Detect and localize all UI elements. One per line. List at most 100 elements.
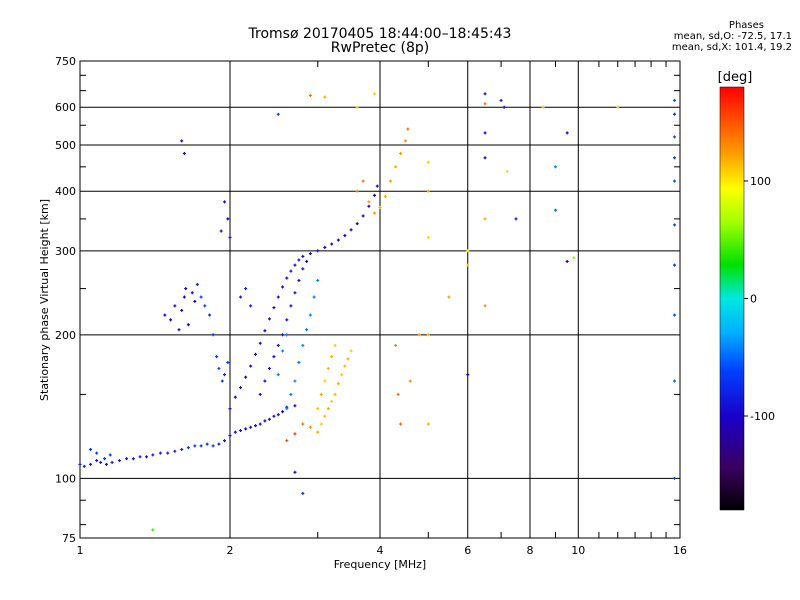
- data-point: [145, 455, 149, 459]
- data-point: [253, 424, 257, 428]
- data-point: [267, 317, 271, 321]
- data-point: [483, 92, 487, 96]
- x-tick-label: 6: [464, 544, 471, 557]
- data-point: [333, 343, 337, 347]
- data-point: [301, 343, 305, 347]
- data-point: [95, 451, 99, 455]
- data-point: [186, 446, 190, 450]
- data-point: [223, 373, 227, 377]
- data-point: [316, 278, 320, 282]
- data-point: [289, 392, 293, 396]
- data-point: [272, 414, 276, 418]
- data-point: [316, 249, 320, 253]
- data-point: [220, 379, 224, 383]
- data-point: [565, 131, 569, 135]
- data-point: [151, 528, 155, 532]
- data-point: [104, 462, 108, 466]
- data-point: [355, 222, 359, 226]
- data-point: [323, 379, 327, 383]
- data-point: [249, 425, 253, 429]
- data-point: [466, 263, 470, 267]
- data-point: [215, 355, 219, 359]
- data-point: [483, 304, 487, 308]
- data-point: [199, 295, 203, 299]
- data-point: [330, 355, 334, 359]
- data-point: [673, 476, 677, 480]
- y-tick-label: 75: [62, 532, 76, 545]
- data-point: [301, 254, 305, 258]
- data-point: [239, 429, 243, 433]
- data-point: [301, 267, 305, 271]
- data-point: [319, 422, 323, 426]
- data-point: [180, 308, 184, 312]
- data-point: [239, 386, 243, 390]
- data-point: [355, 105, 359, 109]
- data-point: [82, 464, 86, 468]
- data-point: [673, 263, 677, 267]
- data-point: [483, 131, 487, 135]
- data-point: [349, 228, 353, 232]
- data-point: [99, 460, 103, 464]
- data-point: [297, 258, 301, 262]
- data-point: [272, 306, 276, 310]
- data-point: [184, 287, 188, 291]
- data-point: [208, 313, 212, 317]
- data-point: [293, 432, 297, 436]
- data-point: [276, 373, 280, 377]
- x-tick-label: 1: [77, 544, 84, 557]
- data-point: [483, 156, 487, 160]
- data-point: [217, 366, 221, 370]
- data-point: [293, 291, 297, 295]
- data-point: [233, 430, 237, 434]
- data-point: [281, 285, 285, 289]
- y-tick-label: 100: [55, 472, 76, 485]
- data-point: [177, 328, 181, 332]
- data-point: [673, 98, 677, 102]
- data-point: [199, 444, 203, 448]
- data-point: [249, 364, 253, 368]
- data-point: [383, 194, 387, 198]
- data-point: [316, 430, 320, 434]
- data-point: [319, 392, 323, 396]
- data-point: [228, 434, 232, 438]
- data-point: [211, 444, 215, 448]
- data-point: [323, 95, 327, 99]
- data-point: [190, 291, 194, 295]
- data-point: [258, 422, 262, 426]
- data-point: [293, 404, 297, 408]
- data-point: [426, 235, 430, 239]
- data-point: [399, 151, 403, 155]
- data-point: [333, 392, 337, 396]
- y-tick-label: 400: [55, 185, 76, 198]
- data-point: [373, 211, 377, 215]
- data-point: [396, 392, 400, 396]
- data-point: [312, 295, 316, 299]
- data-point: [272, 355, 276, 359]
- data-point: [323, 245, 327, 249]
- data-point: [375, 184, 379, 188]
- data-point: [195, 282, 199, 286]
- data-point: [258, 341, 262, 345]
- data-point: [193, 444, 197, 448]
- data-point: [367, 204, 371, 208]
- data-point: [343, 364, 347, 368]
- data-point: [466, 373, 470, 377]
- data-point: [285, 439, 289, 443]
- data-point: [239, 295, 243, 299]
- colorbar-tick-label: 100: [750, 175, 771, 188]
- data-point: [673, 313, 677, 317]
- data-point: [297, 278, 301, 282]
- data-point: [244, 427, 248, 431]
- y-axis-label: Stationary phase Virtual Height [km]: [38, 199, 51, 401]
- data-point: [297, 360, 301, 364]
- data-point: [426, 422, 430, 426]
- x-tick-label: 16: [673, 544, 687, 557]
- data-point: [249, 304, 253, 308]
- data-point: [373, 193, 377, 197]
- data-point: [343, 234, 347, 238]
- data-point: [117, 459, 121, 463]
- data-point: [330, 242, 334, 246]
- data-point: [305, 328, 309, 332]
- data-point: [226, 360, 230, 364]
- data-point: [158, 451, 162, 455]
